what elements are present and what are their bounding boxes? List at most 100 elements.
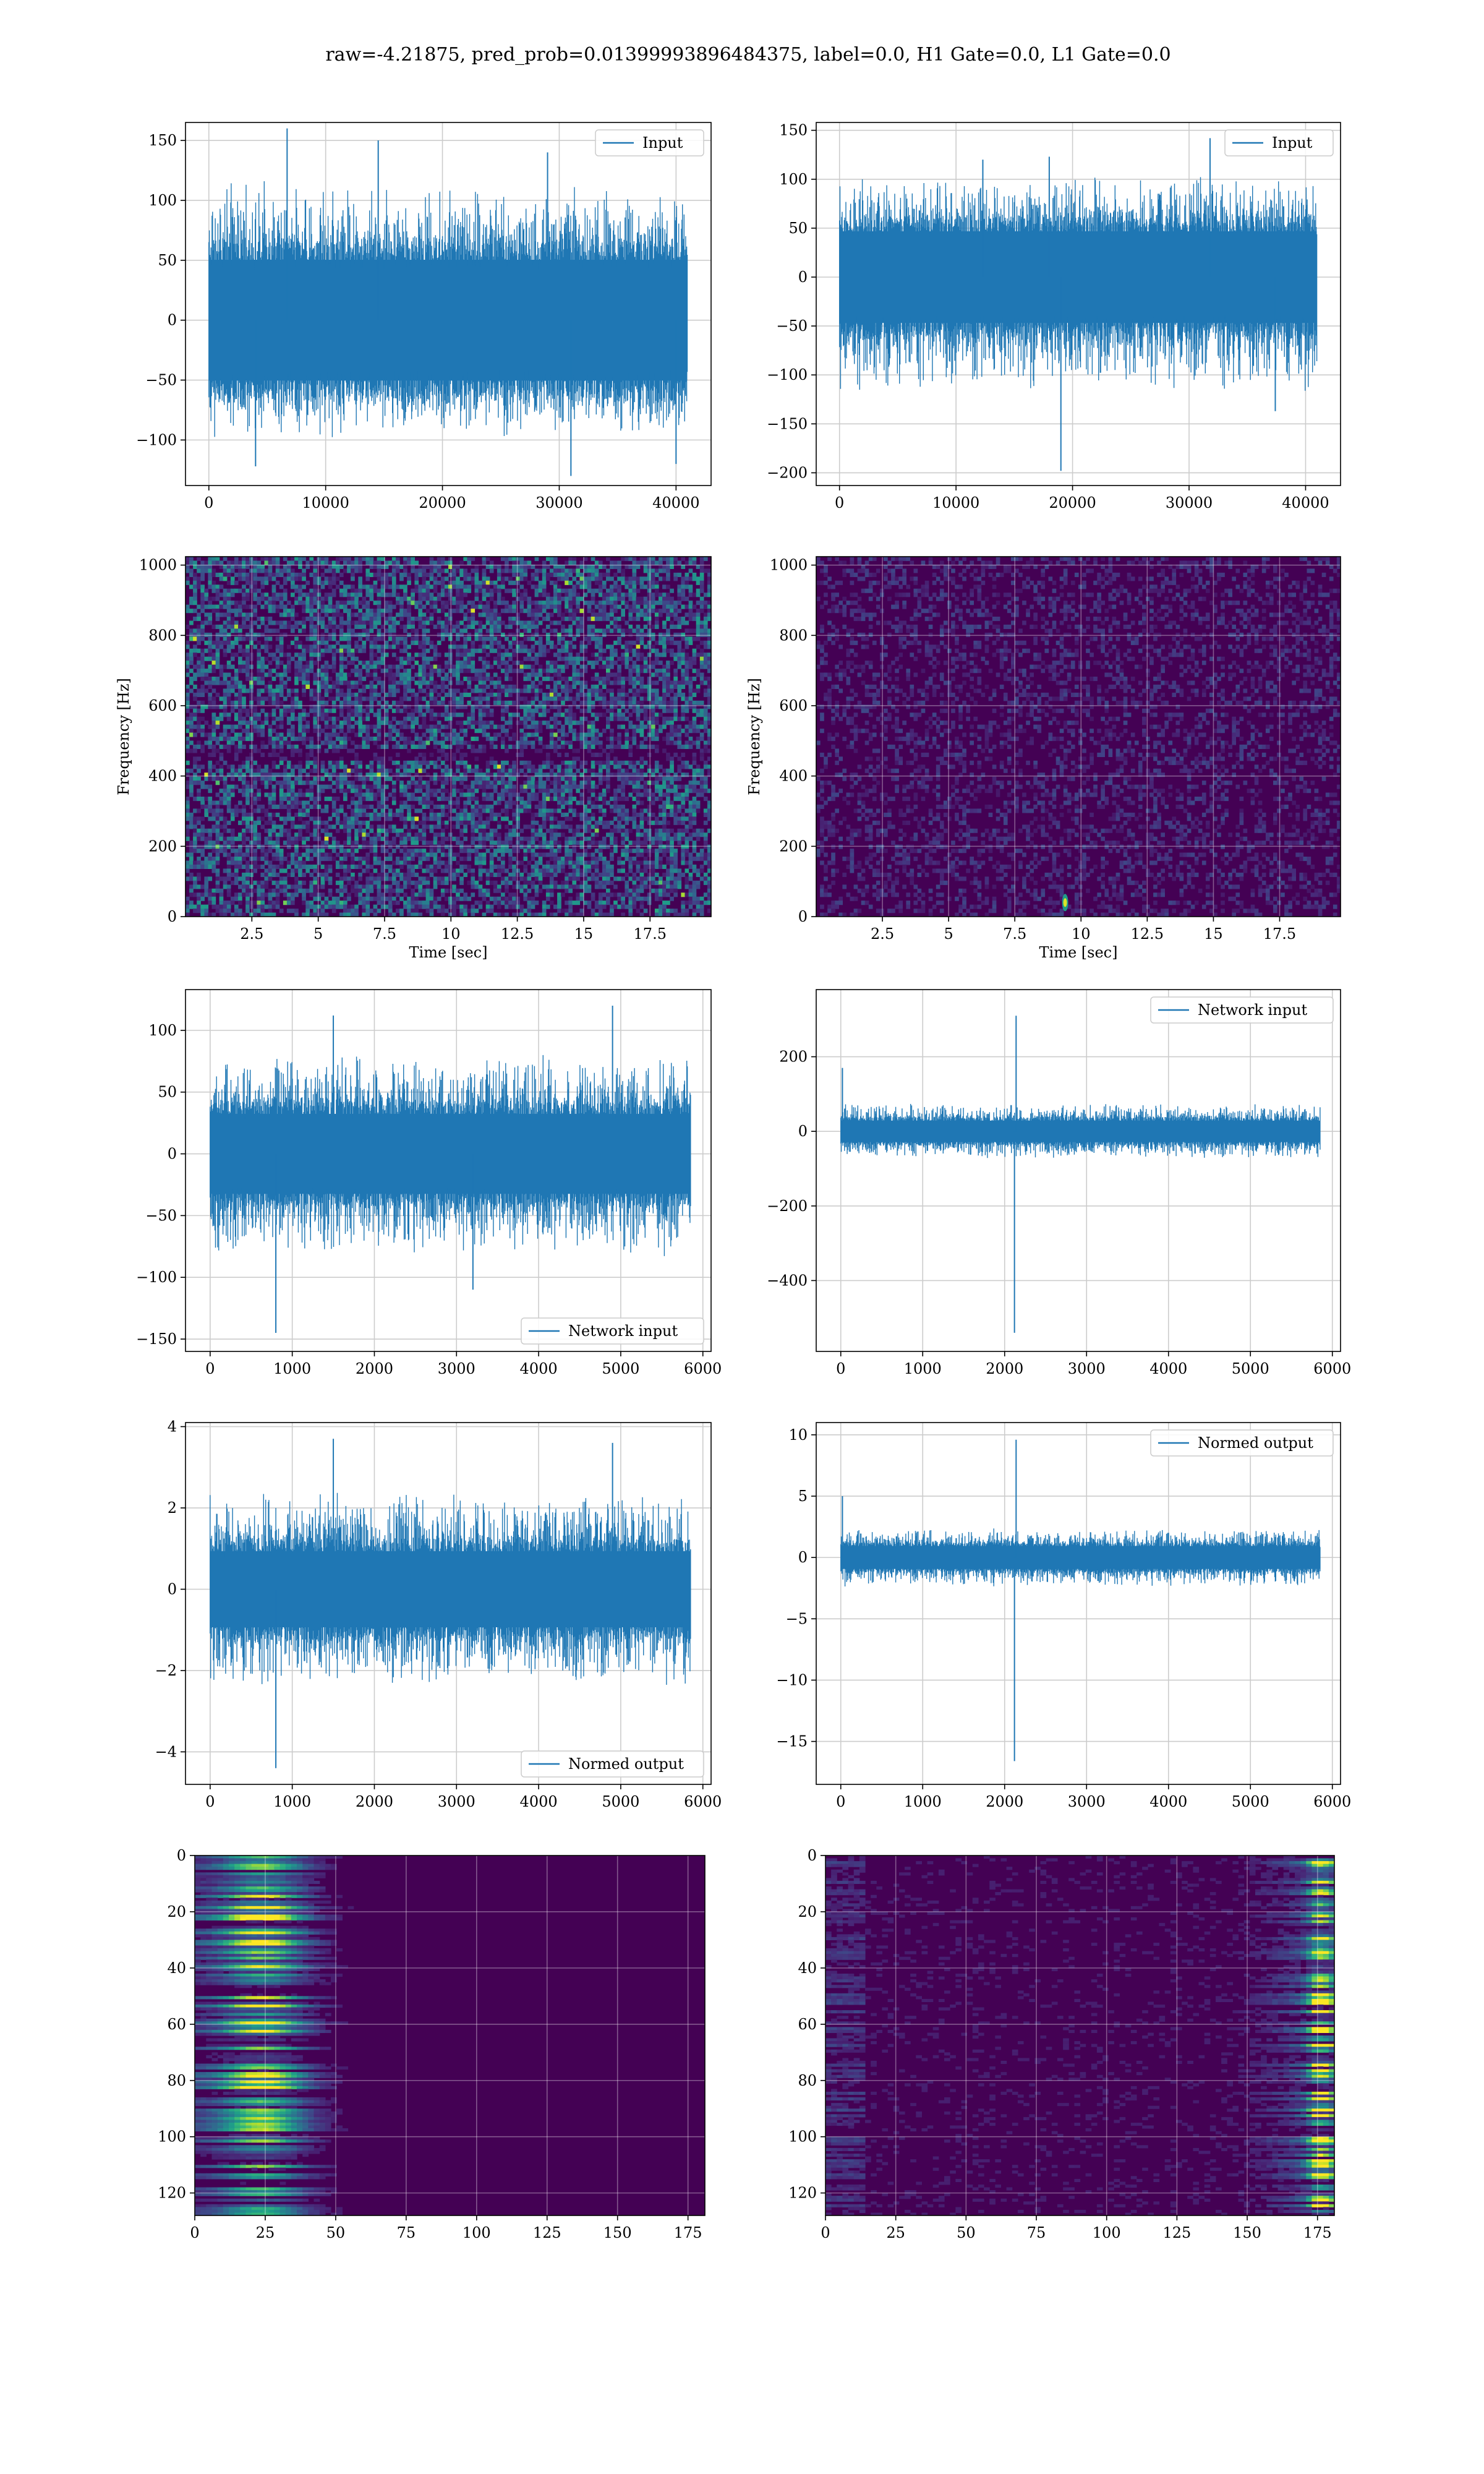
h1-feature-map-xtick-label-1: 25 xyxy=(256,2224,275,2241)
h1-network-input-xtick-label-5: 5000 xyxy=(602,1360,639,1377)
h1-normed-output-ytick-label-4: 4 xyxy=(168,1418,177,1436)
l1-spectrogram-xtick-label-2: 7.5 xyxy=(1003,925,1026,943)
h1-network-input-xtick-label-2: 2000 xyxy=(356,1360,393,1377)
h1-spectrogram-ylabel: Frequency [Hz] xyxy=(115,678,132,795)
l1-spectrogram-xtick-label-0: 2.5 xyxy=(871,925,894,943)
l1-input-ytick-label-2: −100 xyxy=(767,366,808,383)
l1-network-input-xtick-label-2: 2000 xyxy=(986,1360,1023,1377)
l1-network-input-xtick-label-6: 6000 xyxy=(1313,1360,1351,1377)
l1-feature-map-ticks: 0 25 50 75 100 125 150 175 0 20 40 60 80 100 120 xyxy=(788,1847,1331,2241)
l1-feature-map-ytick-label-4: 80 xyxy=(798,2072,817,2089)
h1-input-xtick-label-1: 10000 xyxy=(302,494,349,511)
h1-input-xtick-label-0: 0 xyxy=(204,494,213,511)
l1-feature-map-image xyxy=(825,1856,1334,2215)
l1-spectrogram-xtick-label-3: 10 xyxy=(1072,925,1091,943)
h1-input-ytick-label-1: −50 xyxy=(145,372,177,389)
h1-spectrogram-xtick-label-2: 7.5 xyxy=(373,925,396,943)
l1-feature-map-ytick-label-1: 20 xyxy=(798,1903,817,1920)
h1-normed-output-xtick-label-5: 5000 xyxy=(602,1793,639,1810)
h1-normed-output-ticks: 0 1000 2000 3000 4000 5000 6000 −4 −2 0 2 4 xyxy=(155,1418,722,1810)
h1-feature-map-ytick-label-2: 40 xyxy=(167,1959,186,1977)
h1-spectrogram-ytick-label-5: 1000 xyxy=(139,557,177,574)
h1-feature-map-ytick-label-1: 20 xyxy=(167,1903,186,1920)
l1-input-legend: Input xyxy=(1224,129,1334,156)
l1-input-ytick-label-4: 0 xyxy=(798,268,808,286)
l1-input-ytick-label-5: 50 xyxy=(788,220,808,237)
h1-input-signal-trace xyxy=(208,181,688,437)
l1-network-input-xtick-label-4: 4000 xyxy=(1149,1360,1187,1377)
l1-network-input-xtick-label-3: 3000 xyxy=(1068,1360,1106,1377)
l1-network-input-signal-trace xyxy=(840,1103,1321,1158)
h1-network-input-xtick-label-3: 3000 xyxy=(438,1360,475,1377)
l1-input-ytick-label-0: −200 xyxy=(767,464,808,481)
l1-normed-output-signal-trace xyxy=(840,1528,1321,1586)
l1-spectrogram-image xyxy=(816,557,1341,917)
l1-normed-output-legend-label: Normed output xyxy=(1198,1434,1313,1452)
h1-spectrogram-ytick-label-1: 200 xyxy=(148,837,177,855)
h1-spectrogram-image xyxy=(186,557,711,917)
l1-feature-map-xtick-label-7: 175 xyxy=(1303,2224,1332,2241)
l1-spectrogram-xtick-label-6: 17.5 xyxy=(1263,925,1296,943)
l1-normed-output-legend: Normed output xyxy=(1150,1429,1334,1457)
h1-spectrogram-ytick-label-0: 0 xyxy=(168,908,177,925)
h1-normed-output-xtick-label-0: 0 xyxy=(205,1793,215,1810)
l1-network-input-ytick-label-1: −200 xyxy=(767,1197,808,1215)
h1-normed-output-ytick-label-0: −4 xyxy=(155,1743,177,1760)
h1-network-input-ytick-label-0: −150 xyxy=(136,1330,177,1348)
h1-network-input-ytick-label-3: 0 xyxy=(168,1145,177,1163)
l1-feature-map-frame xyxy=(825,1855,1335,2216)
h1-normed-output-frame xyxy=(185,1422,712,1785)
h1-feature-map-ytick-label-0: 0 xyxy=(177,1847,186,1864)
l1-input-signal-trace xyxy=(839,177,1318,391)
h1-spectrogram-xtick-label-3: 10 xyxy=(441,925,461,943)
l1-input-ytick-label-1: −150 xyxy=(767,415,808,432)
h1-spectrogram-ytick-label-4: 800 xyxy=(148,627,177,644)
h1-normed-output-ytick-label-3: 2 xyxy=(168,1499,177,1517)
h1-spectrogram-ytick-label-3: 600 xyxy=(148,697,177,714)
h1-spectrogram-xtick-label-5: 15 xyxy=(574,925,594,943)
l1-normed-output-xtick-label-0: 0 xyxy=(836,1793,845,1810)
h1-spectrogram-xtick-label-0: 2.5 xyxy=(240,925,263,943)
l1-network-input-legend-label: Network input xyxy=(1198,1001,1307,1019)
h1-feature-map-xtick-label-7: 175 xyxy=(674,2224,702,2241)
h1-network-input-ytick-label-4: 50 xyxy=(158,1084,177,1101)
l1-input-frame xyxy=(816,122,1341,486)
h1-feature-map-xtick-label-4: 100 xyxy=(463,2224,491,2241)
l1-feature-map-ytick-label-2: 40 xyxy=(798,1959,817,1977)
l1-normed-output-axes: 0 1000 2000 3000 4000 5000 6000 −15 −10 −5 0 5 10 Nor… xyxy=(776,1422,1351,1810)
l1-input-axes: 0 10000 20000 30000 40000 −200 −150 −100 −50 0 50 1… xyxy=(767,122,1341,511)
h1-input-xtick-label-3: 30000 xyxy=(535,494,582,511)
l1-input-xtick-label-3: 30000 xyxy=(1166,494,1213,511)
h1-normed-output-xtick-label-4: 4000 xyxy=(520,1793,558,1810)
l1-spectrogram-xtick-label-4: 12.5 xyxy=(1131,925,1164,943)
l1-network-input-ticks: 0 1000 2000 3000 4000 5000 6000 −400 −200 0 200 xyxy=(767,1048,1351,1377)
l1-feature-map-ytick-label-5: 100 xyxy=(788,2128,817,2146)
l1-input-ytick-label-6: 100 xyxy=(779,171,808,188)
h1-feature-map-xtick-label-3: 75 xyxy=(397,2224,416,2241)
l1-normed-output-ticks: 0 1000 2000 3000 4000 5000 6000 −15 −10 −5 0 5 10 xyxy=(776,1426,1351,1810)
l1-input-xtick-label-1: 10000 xyxy=(932,494,979,511)
h1-input-ytick-label-0: −100 xyxy=(136,431,177,448)
l1-normed-output-ytick-label-4: 5 xyxy=(798,1487,808,1505)
l1-input-ytick-label-3: −50 xyxy=(776,317,808,335)
l1-spectrogram-ytick-label-0: 0 xyxy=(798,908,808,925)
l1-spectrogram-ytick-label-2: 400 xyxy=(779,768,808,785)
l1-input-xtick-label-2: 20000 xyxy=(1049,494,1096,511)
l1-feature-map-xtick-label-5: 125 xyxy=(1162,2224,1191,2241)
h1-input-xtick-label-4: 40000 xyxy=(652,494,699,511)
h1-network-input-ytick-label-5: 100 xyxy=(148,1022,177,1039)
l1-spectrogram-axes: 2.5 5 7.5 10 12.5 15 17.5 0 200 400 600 800 1000 Time… xyxy=(746,556,1341,961)
h1-spectrogram-frame xyxy=(185,556,712,917)
h1-network-input-ytick-label-2: −50 xyxy=(145,1207,177,1224)
l1-normed-output-ytick-label-3: 0 xyxy=(798,1549,808,1566)
h1-input-frame xyxy=(185,122,712,486)
l1-feature-map-xtick-label-2: 50 xyxy=(957,2224,976,2241)
l1-feature-map-axes: 0 25 50 75 100 125 150 175 0 20 40 60 80 100 120 xyxy=(788,1847,1335,2241)
l1-spectrogram-ytick-label-5: 1000 xyxy=(770,557,808,574)
h1-spectrogram-ytick-label-2: 400 xyxy=(148,768,177,785)
h1-feature-map-ytick-label-4: 80 xyxy=(167,2072,186,2089)
l1-network-input-legend: Network input xyxy=(1150,996,1334,1024)
l1-feature-map-xtick-label-6: 150 xyxy=(1233,2224,1261,2241)
h1-network-input-xtick-label-6: 6000 xyxy=(684,1360,722,1377)
h1-normed-output-xtick-label-6: 6000 xyxy=(684,1793,722,1810)
